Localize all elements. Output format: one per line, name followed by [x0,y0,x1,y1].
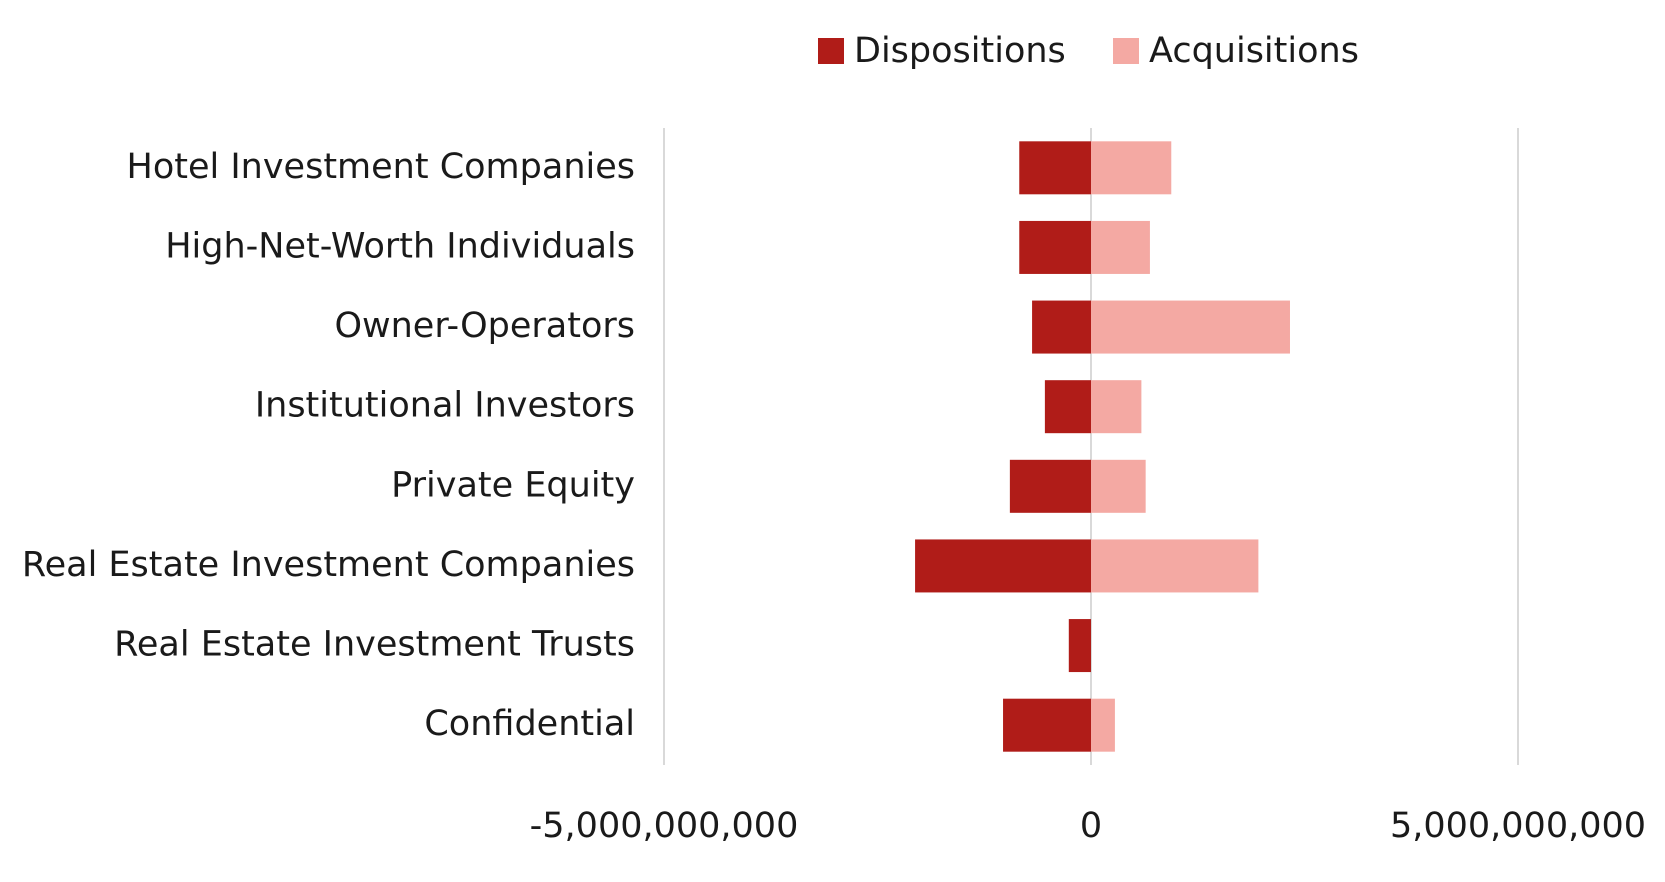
bar [1032,300,1091,354]
bar [1091,141,1172,195]
y-tick-label: Confidential [424,704,635,744]
y-tick-label: Real Estate Investment Trusts [114,625,635,665]
bar [1068,619,1091,673]
bar [1044,380,1091,434]
x-tick-label: 5,000,000,000 [1390,806,1646,846]
y-tick-label: Institutional Investors [255,386,635,426]
legend-swatch [818,38,844,64]
bar [1091,220,1150,274]
y-tick-label: High-Net-Worth Individuals [165,226,635,266]
legend-label: Dispositions [854,31,1066,71]
bar [1019,220,1091,274]
bar [1003,698,1091,752]
bar [915,539,1091,593]
bar [1091,380,1142,434]
legend-label: Acquisitions [1149,31,1359,71]
bar [1091,539,1259,593]
x-tick-label: 0 [1080,806,1102,846]
bar [1091,698,1115,752]
y-tick-label: Real Estate Investment Companies [22,545,635,585]
y-tick-label: Private Equity [391,465,635,505]
y-tick-label: Hotel Investment Companies [127,147,636,187]
y-tick-label: Owner-Operators [334,306,635,346]
bar [1091,459,1146,513]
bar [1019,141,1091,195]
bar [1009,459,1091,513]
x-tick-label: -5,000,000,000 [530,806,799,846]
legend-swatch [1113,38,1139,64]
bar [1091,300,1290,354]
